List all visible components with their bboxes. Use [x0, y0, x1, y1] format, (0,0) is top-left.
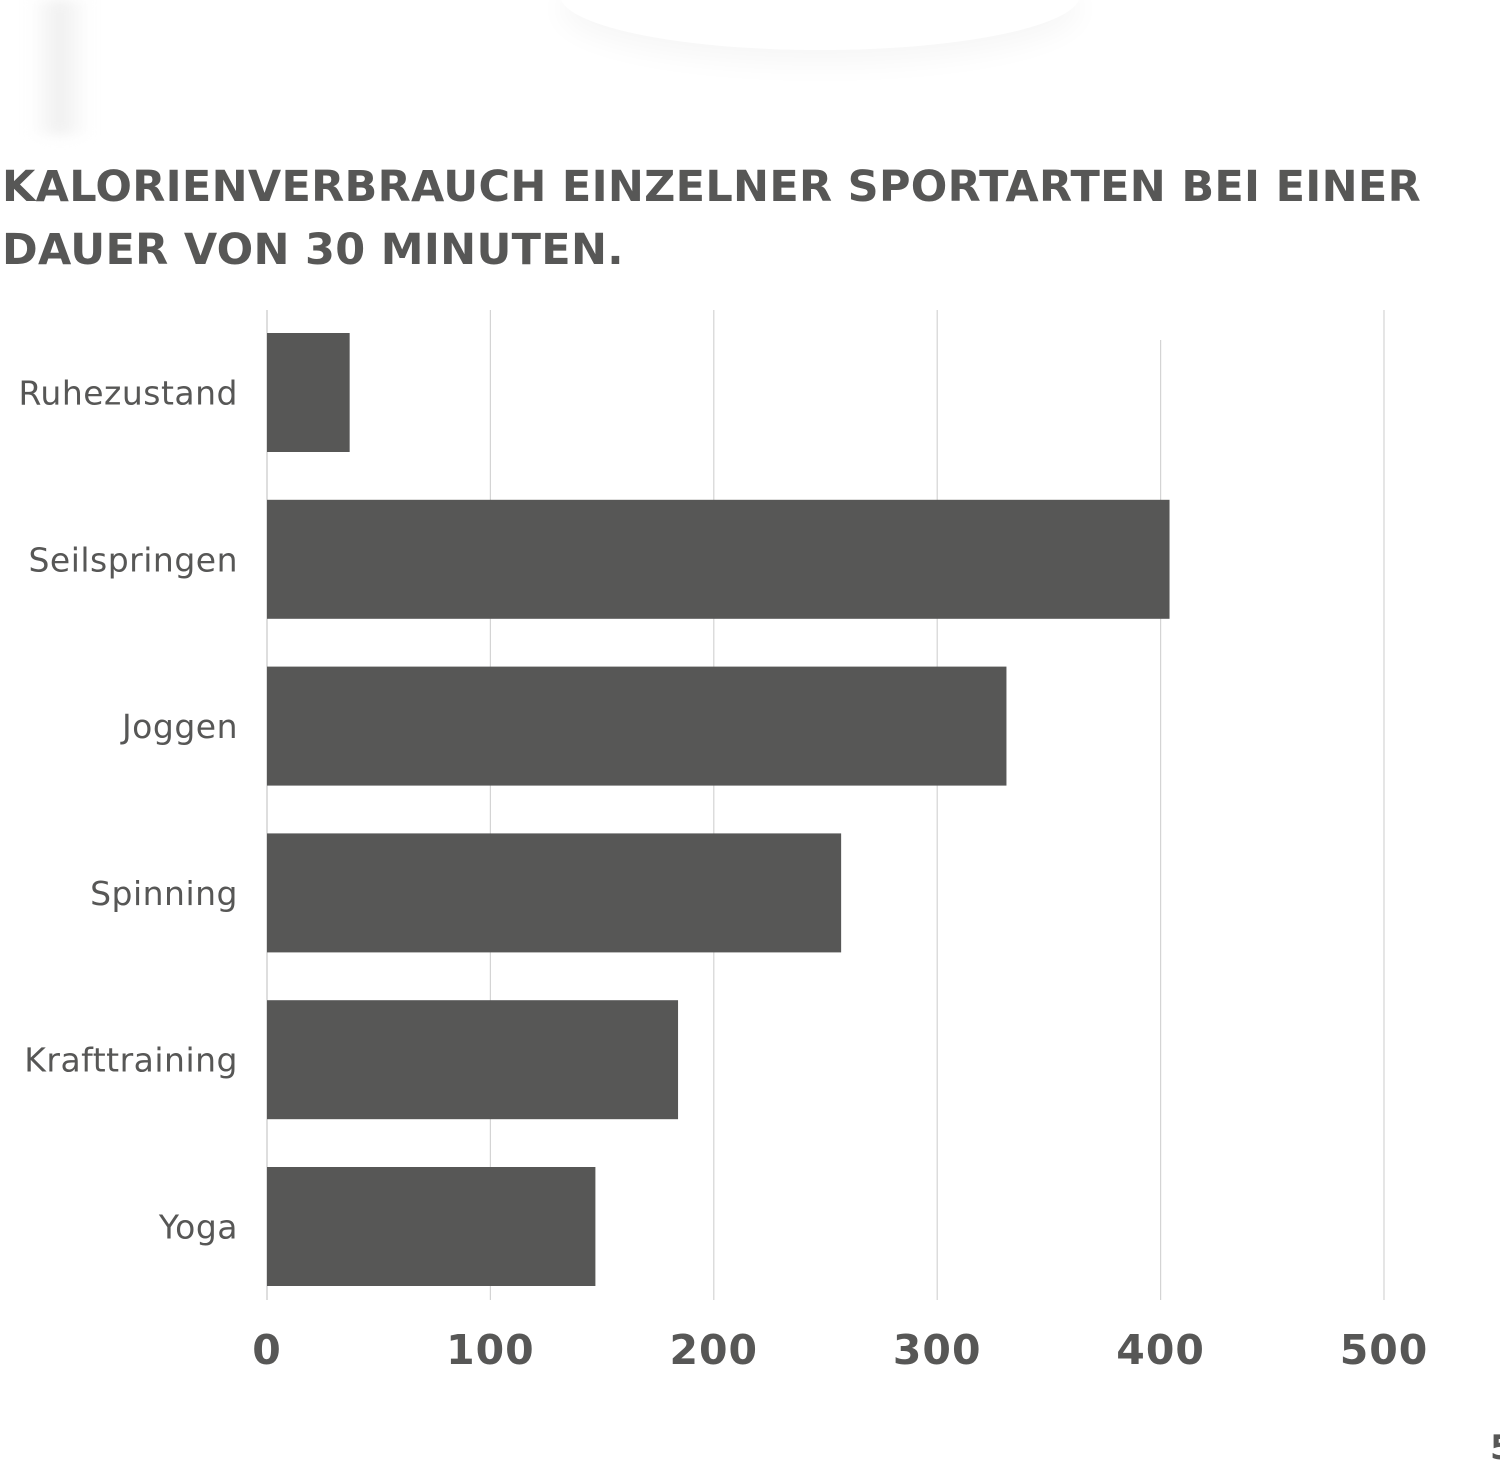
x-tick-label-400: 400 [1116, 1326, 1205, 1374]
x-tick-label-200: 200 [670, 1326, 759, 1374]
category-labels: Ruhezustand Seilspringen Joggen Spinning Kra… [18, 374, 238, 1247]
category-label-seilspringen: Seilspringen [28, 540, 238, 579]
page-number: 5 [1490, 1428, 1500, 1468]
category-label-yoga: Yoga [158, 1208, 238, 1247]
x-tick-label-300: 300 [893, 1326, 982, 1374]
bar-spinning [267, 833, 842, 953]
x-tick-label-0: 0 [252, 1326, 282, 1374]
category-label-spinning: Spinning [90, 874, 238, 913]
bar-seilspringen [267, 499, 1170, 619]
bar-ruhezustand [267, 333, 350, 452]
category-label-ruhezustand: Ruhezustand [18, 374, 238, 413]
chart-title-line-1: KALORIENVERBRAUCH EINZELNER SPORTARTEN B… [2, 162, 1421, 212]
bar-krafttraining [267, 1000, 679, 1120]
bar-yoga [267, 1167, 596, 1286]
gridlines [266, 310, 1385, 1300]
x-axis-tick-labels: 0 100 200 300 400 500 [252, 1326, 1429, 1374]
bars [267, 333, 1170, 1286]
category-label-joggen: Joggen [120, 707, 238, 746]
category-label-krafttraining: Krafttraining [24, 1041, 238, 1080]
x-tick-label-100: 100 [446, 1326, 535, 1374]
x-tick-label-500: 500 [1340, 1326, 1429, 1374]
chart-title: KALORIENVERBRAUCH EINZELNER SPORTARTEN B… [2, 156, 1422, 282]
chart-title-line-2: DAUER VON 30 MINUTEN. [2, 225, 624, 275]
decorative-blur-top-left [30, 0, 90, 135]
bar-joggen [267, 666, 1007, 786]
